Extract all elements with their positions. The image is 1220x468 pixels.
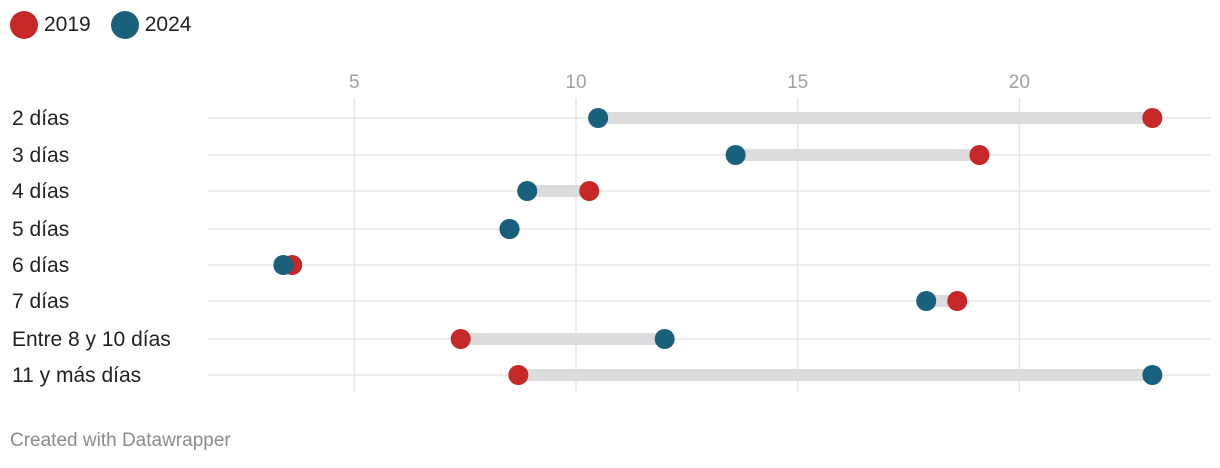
row-label: 6 días (12, 254, 69, 277)
legend: 2019 2024 (10, 11, 211, 39)
row-label: Entre 8 y 10 días (12, 328, 171, 351)
dot-2019 (450, 329, 471, 349)
dot-2019 (969, 145, 990, 165)
x-tick-label-10: 10 (565, 72, 586, 93)
x-tick-label-15: 15 (787, 72, 808, 93)
dot-2024 (725, 145, 746, 165)
legend-swatch-2019 (10, 11, 38, 39)
row-label: 3 días (12, 144, 69, 167)
dot-2024 (916, 291, 937, 311)
dot-2024 (588, 108, 609, 128)
dot-2024 (1142, 365, 1163, 385)
row-label: 7 días (12, 290, 69, 313)
dot-2024 (654, 329, 675, 349)
dot-2019 (1142, 108, 1163, 128)
row-label: 5 días (12, 218, 69, 241)
dot-2024 (273, 255, 294, 275)
legend-item-2024: 2024 (110, 11, 192, 39)
dot-2019 (508, 365, 529, 385)
legend-label-2019: 2019 (44, 13, 91, 36)
legend-swatch-2024 (110, 11, 139, 39)
row-label: 11 y más días (12, 364, 141, 387)
x-tick-label-5: 5 (349, 72, 360, 93)
row-label: 4 días (12, 180, 69, 203)
legend-item-2019: 2019 (10, 11, 91, 39)
dot-2024 (517, 181, 538, 201)
dot-2024 (499, 219, 520, 239)
credit-text: Created with Datawrapper (10, 430, 231, 451)
legend-label-2024: 2024 (144, 13, 192, 36)
dot-2019 (579, 181, 600, 201)
x-tick-label-20: 20 (1009, 72, 1030, 93)
row-label: 2 días (12, 107, 69, 130)
dot-2019 (947, 291, 968, 311)
